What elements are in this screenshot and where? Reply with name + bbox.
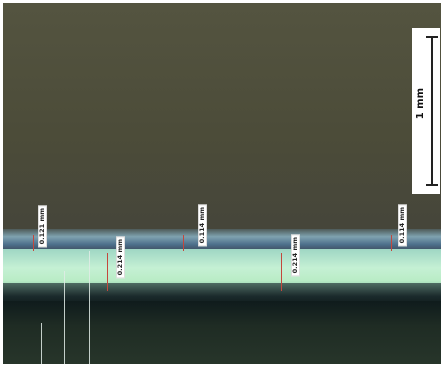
measurement-label: 0.121 mm — [38, 205, 47, 248]
scale-bar-line — [431, 36, 433, 186]
upper-region — [3, 3, 441, 239]
measurement-marker — [183, 235, 184, 251]
micrograph-image: 0.121 mm 0.214 mm 0.114 mm 0.214 mm 0.11… — [3, 3, 441, 364]
scale-bar-label: 1 mm — [415, 88, 426, 120]
measurement-label: 0.114 mm — [398, 204, 407, 247]
measurement-label: 0.114 mm — [198, 204, 207, 247]
measurement-label: 0.214 mm — [116, 236, 125, 279]
measurement-marker — [391, 235, 392, 251]
substrate-region — [3, 301, 441, 364]
lower-interface-edge — [3, 283, 441, 305]
scale-bar: 1 mm — [412, 28, 440, 194]
measurement-marker — [33, 235, 34, 251]
blue-interface-edge — [3, 229, 441, 251]
measurement-marker — [281, 253, 282, 291]
measurement-marker — [107, 253, 108, 291]
guide-line — [64, 271, 65, 364]
guide-line — [41, 323, 42, 364]
measurement-label: 0.214 mm — [291, 234, 300, 277]
scale-bar-tick — [426, 184, 438, 186]
guide-line — [89, 251, 90, 364]
